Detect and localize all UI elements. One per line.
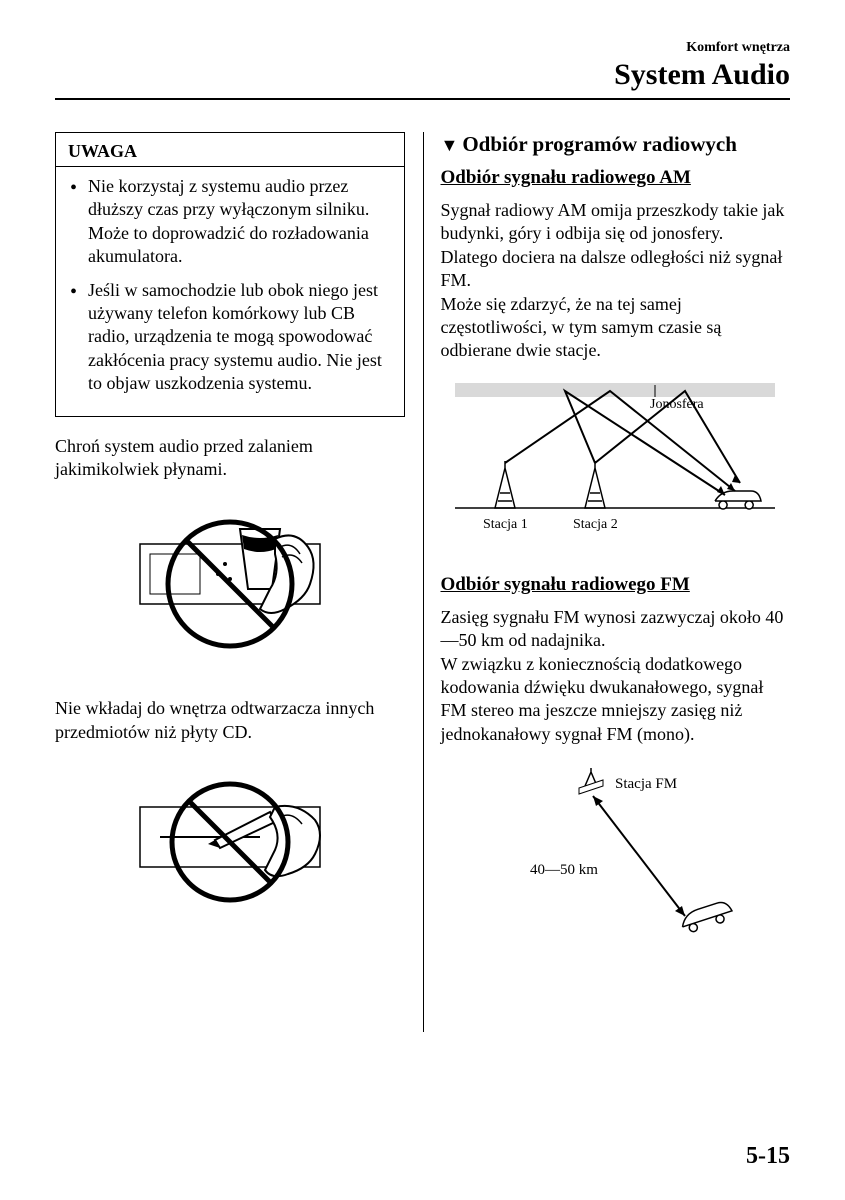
section-heading: Odbiór programów radiowych <box>441 132 791 157</box>
notice-title: UWAGA <box>56 133 404 167</box>
fm-range-label: 40—50 km <box>530 862 598 878</box>
paragraph: Nie wkładaj do wnętrza odtwarzacza innyc… <box>55 697 405 744</box>
no-liquid-illustration <box>55 499 405 669</box>
fm-heading: Odbiór sygnału radiowego FM <box>441 574 791 596</box>
fm-station-label: Stacja FM <box>615 776 677 792</box>
notice-bullet: Nie korzystaj z systemu audio przez dłuż… <box>70 175 390 269</box>
no-foreign-objects-illustration <box>55 762 405 922</box>
notice-bullet: Jeśli w samochodzie lub obok niego jest … <box>70 279 390 396</box>
paragraph: Chroń system audio przed zalaniem jakimi… <box>55 435 405 482</box>
page-header: Komfort wnętrza System Audio <box>55 40 790 92</box>
station2-label: Stacja 2 <box>573 517 618 532</box>
page-title: System Audio <box>55 58 790 92</box>
left-column: UWAGA Nie korzystaj z systemu audio prze… <box>55 132 423 982</box>
column-divider <box>423 132 424 1032</box>
fm-diagram: Stacja FM 40—50 km <box>441 766 791 956</box>
content-columns: UWAGA Nie korzystaj z systemu audio prze… <box>55 132 790 982</box>
station1-label: Stacja 1 <box>483 517 528 532</box>
notice-body: Nie korzystaj z systemu audio przez dłuż… <box>56 167 404 416</box>
right-column: Odbiór programów radiowych Odbiór sygnał… <box>423 132 791 982</box>
am-heading: Odbiór sygnału radiowego AM <box>441 167 791 189</box>
notice-box: UWAGA Nie korzystaj z systemu audio prze… <box>55 132 405 417</box>
page-number: 5-15 <box>746 1143 790 1170</box>
am-text: Sygnał radiowy AM omija przeszkody takie… <box>441 199 791 363</box>
am-diagram: Jonosfera St <box>441 383 791 548</box>
fm-text: Zasięg sygnału FM wynosi zazwyczaj około… <box>441 606 791 746</box>
chapter-label: Komfort wnętrza <box>55 40 790 56</box>
header-rule <box>55 98 790 100</box>
